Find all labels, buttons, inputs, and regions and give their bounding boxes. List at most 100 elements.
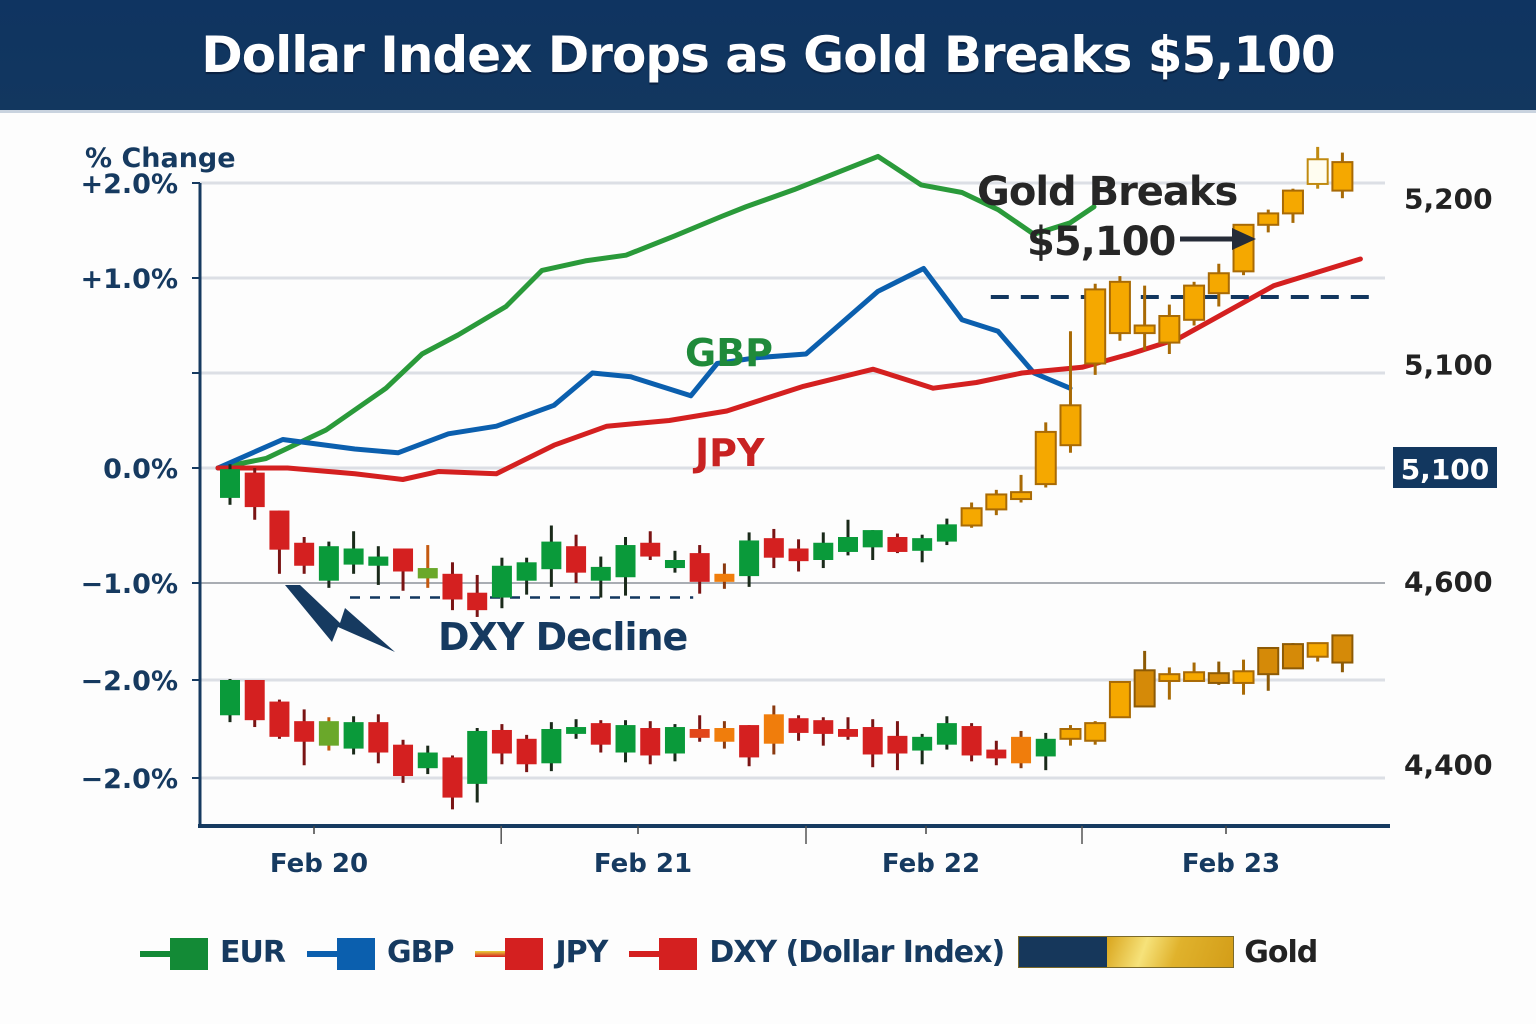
candle-body — [664, 727, 685, 754]
candle-lower — [961, 723, 982, 762]
candle-lower — [615, 720, 636, 763]
candle-upper — [1257, 209, 1280, 233]
right-axis-label-highlight: 5,100 — [1401, 453, 1490, 486]
gridlines — [200, 181, 1385, 780]
legend-swatch-jpy — [475, 938, 545, 970]
candle-body — [936, 524, 957, 542]
legend-item-dxy[interactable]: DXY (Dollar Index) — [629, 934, 1005, 970]
candle-body — [244, 472, 265, 508]
candle-upper — [664, 550, 685, 573]
candle-upper — [763, 528, 784, 569]
candle-body — [1207, 672, 1230, 684]
candle-lower — [763, 705, 784, 755]
candle-body — [343, 548, 364, 565]
candle-body — [1232, 670, 1255, 684]
legend-label: Gold — [1244, 934, 1318, 970]
candle-upper — [590, 556, 611, 598]
y-tick-label: +1.0% — [80, 264, 178, 295]
candle-body — [1133, 669, 1156, 708]
candle-body — [640, 728, 661, 756]
candle-body — [1331, 634, 1354, 664]
x-tick-label: Feb 21 — [594, 849, 692, 879]
candle-upper — [417, 545, 438, 588]
axes — [192, 182, 1390, 844]
legend-item-jpy[interactable]: JPY — [475, 934, 608, 970]
candle-upper — [541, 525, 562, 587]
legend-swatch-eur — [140, 938, 210, 970]
candle-body — [788, 718, 809, 733]
candle-upper — [393, 548, 414, 591]
y-tick-label: −1.0% — [80, 569, 178, 600]
candle-body — [1034, 430, 1057, 486]
candle-body — [393, 548, 414, 572]
candle-lower — [862, 719, 883, 768]
legend-item-gold[interactable]: Gold — [1018, 934, 1318, 970]
candle-lower — [986, 740, 1007, 766]
candle-upper — [1084, 283, 1107, 375]
candle-body — [788, 548, 809, 562]
right-axis-label: 4,600 — [1404, 566, 1493, 599]
candle-body — [368, 722, 389, 753]
candle-upper — [566, 534, 587, 583]
title-banner: Dollar Index Drops as Gold Breaks $5,100 — [0, 0, 1536, 113]
annotation-dxy-decline: DXY Decline — [438, 615, 687, 659]
legend-item-gbp[interactable]: GBP — [306, 935, 454, 970]
candle-upper — [788, 539, 809, 572]
candle-body — [615, 545, 636, 578]
candle-body — [813, 720, 834, 734]
candle-body — [887, 537, 908, 552]
candle-body — [516, 738, 537, 765]
legend-label: DXY (Dollar Index) — [709, 934, 1005, 970]
candle-body — [1133, 324, 1156, 335]
line-eur — [215, 266, 1073, 471]
candle-upper — [294, 537, 315, 574]
candle-body — [1108, 280, 1131, 335]
axis-labels: +2.0% +1.0% 0.0% −1.0% −2.0% −2.0% Feb 20 Feb 2… — [80, 169, 1497, 879]
candle-body — [615, 725, 636, 753]
legend-label: JPY — [555, 934, 608, 970]
candle-upper — [442, 562, 463, 611]
candle-lower — [1133, 650, 1156, 708]
candle-body — [1281, 643, 1304, 670]
candle-body — [491, 565, 512, 598]
candle-body — [763, 714, 784, 744]
right-axis-label: 5,200 — [1404, 182, 1493, 215]
candle-upper — [1306, 146, 1329, 189]
candle-body — [912, 538, 933, 551]
candle-upper — [1281, 188, 1304, 223]
candle-lower — [1331, 634, 1354, 673]
candle-body — [566, 727, 587, 734]
candle-upper — [318, 541, 339, 588]
candle-lower — [1257, 646, 1280, 691]
candle-lower — [838, 717, 858, 740]
candle-body — [368, 556, 389, 566]
candle-body — [813, 542, 834, 560]
legend: EUR GBP JPY DXY (Dollar Index) Gold — [140, 930, 1339, 974]
candle-lower — [294, 709, 315, 766]
candle-upper — [1183, 281, 1206, 326]
candle-upper — [368, 546, 389, 585]
candle-body — [318, 546, 339, 581]
candle-lower — [1011, 730, 1032, 769]
legend-swatch-gbp — [306, 938, 377, 970]
candle-body — [689, 553, 710, 582]
candle-body — [936, 723, 957, 745]
candle-body — [664, 560, 685, 569]
candle-upper — [1034, 422, 1057, 488]
candle-lower — [739, 725, 760, 767]
candle-body — [1059, 728, 1082, 740]
candle-lower — [541, 722, 562, 772]
y-axis-title: % Change — [85, 143, 236, 174]
candle-body — [1084, 288, 1107, 365]
y-tick-label: −2.0% — [80, 666, 178, 697]
candle-upper — [1108, 276, 1131, 341]
candle-upper — [1059, 331, 1082, 453]
candle-body — [393, 744, 414, 777]
candle-lower — [1306, 642, 1329, 662]
candle-body — [417, 752, 438, 769]
candle-body — [516, 562, 537, 581]
legend-item-eur[interactable]: EUR — [140, 935, 286, 970]
candle-body — [343, 722, 364, 749]
candle-body — [417, 568, 438, 579]
candle-body — [1183, 284, 1206, 321]
